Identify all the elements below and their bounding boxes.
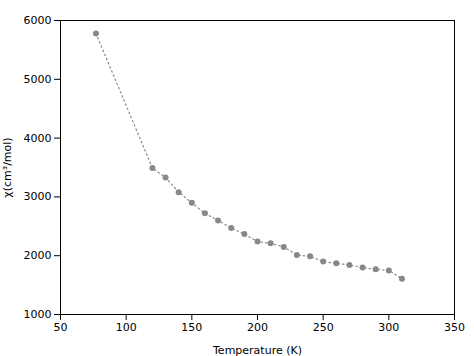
svg-text:100: 100 bbox=[116, 321, 137, 334]
svg-text:350: 350 bbox=[444, 321, 465, 334]
svg-text:Temperature (K): Temperature (K) bbox=[212, 344, 302, 356]
svg-text:150: 150 bbox=[181, 321, 202, 334]
svg-text:250: 250 bbox=[313, 321, 334, 334]
svg-text:50: 50 bbox=[54, 321, 68, 334]
svg-text:5000: 5000 bbox=[24, 73, 52, 86]
svg-text:3000: 3000 bbox=[24, 190, 52, 203]
svg-text:2000: 2000 bbox=[24, 249, 52, 262]
svg-text:1000: 1000 bbox=[24, 308, 52, 321]
svg-text:χ(cm³/mol): χ(cm³/mol) bbox=[1, 137, 14, 197]
svg-text:200: 200 bbox=[247, 321, 268, 334]
svg-text:300: 300 bbox=[378, 321, 399, 334]
svg-text:6000: 6000 bbox=[24, 14, 52, 27]
svg-text:4000: 4000 bbox=[24, 132, 52, 145]
